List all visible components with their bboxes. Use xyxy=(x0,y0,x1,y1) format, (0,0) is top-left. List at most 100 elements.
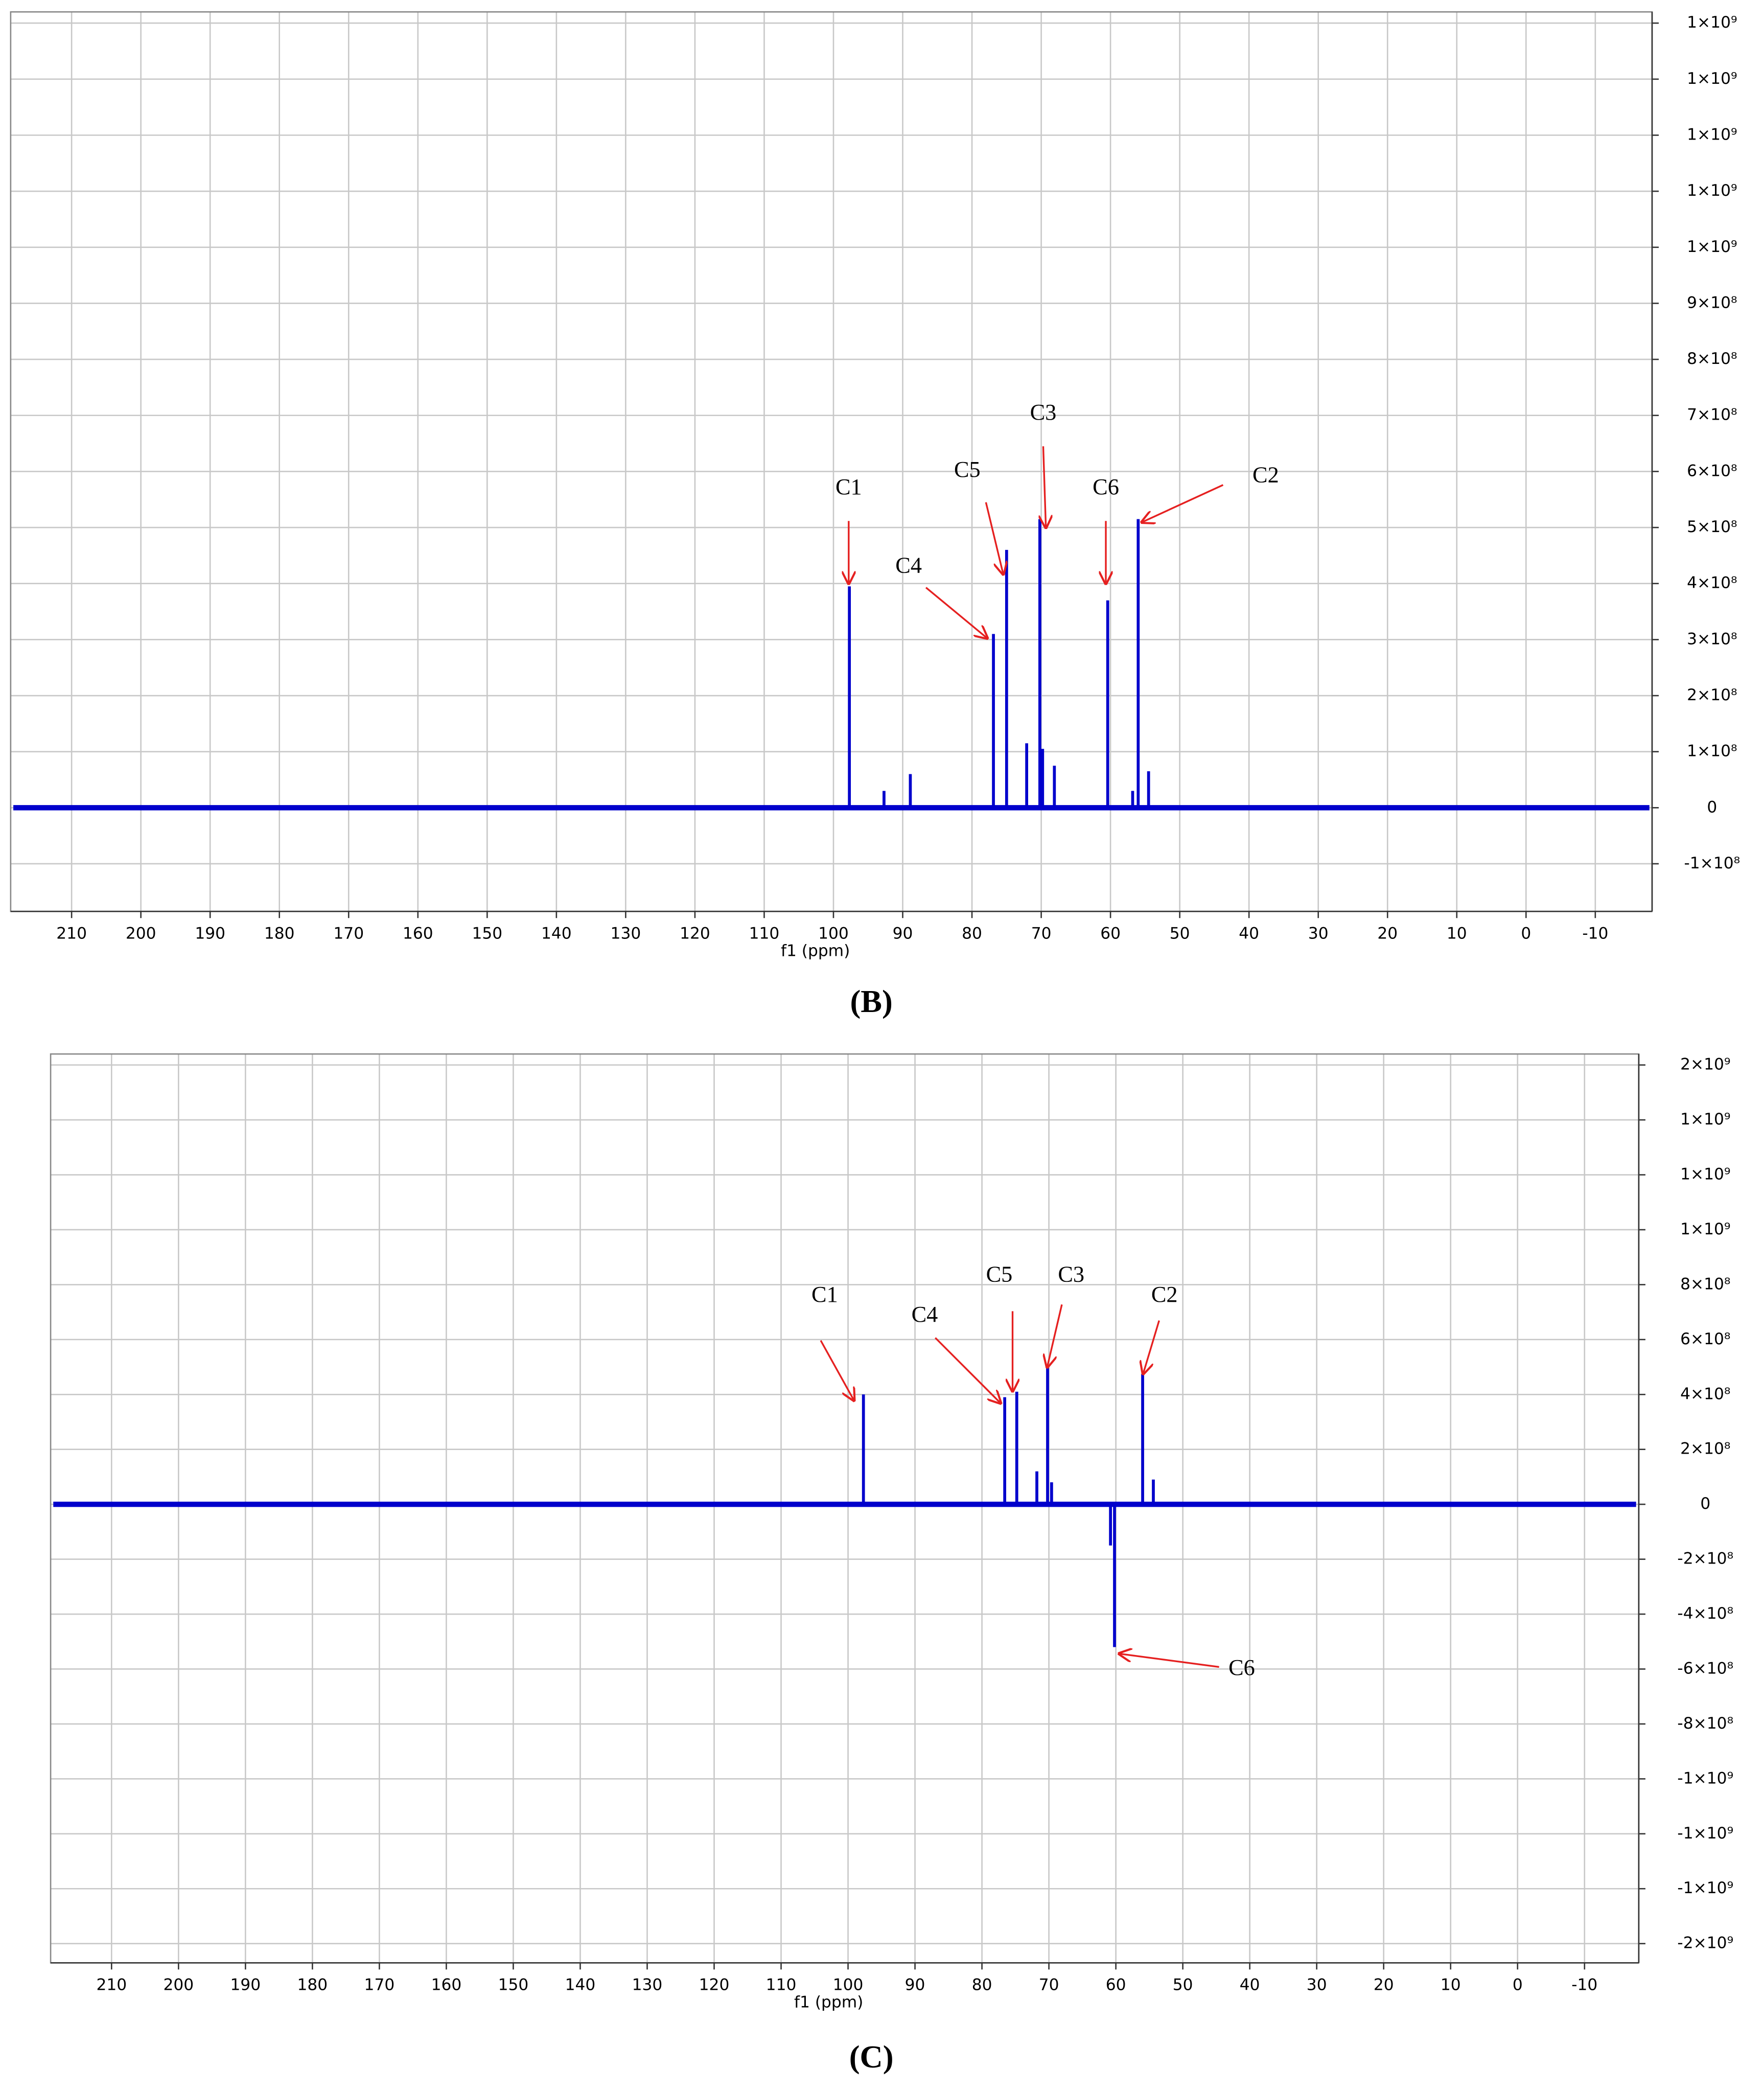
y-tick-label: 1×10⁹ xyxy=(1687,181,1737,200)
x-tick-label: 80 xyxy=(972,1976,992,1994)
x-tick-label: 130 xyxy=(611,924,641,942)
x-tick-label: 10 xyxy=(1441,1976,1461,1994)
y-tick-label: 7×10⁸ xyxy=(1687,406,1737,424)
arrow xyxy=(985,502,1003,574)
x-tick-label: 160 xyxy=(431,1976,462,1994)
y-tick-label: 4×10⁸ xyxy=(1680,1385,1730,1403)
y-tick-label: 2×10⁸ xyxy=(1687,686,1737,704)
y-tick-label: 1×10⁹ xyxy=(1680,1220,1730,1238)
x-axis-label: f1 (ppm) xyxy=(781,941,850,960)
y-tick-label: 1×10⁹ xyxy=(1680,1110,1730,1129)
x-tick-label: 30 xyxy=(1308,924,1329,942)
y-tick-label: 2×10⁸ xyxy=(1680,1440,1730,1458)
x-tick-label: 70 xyxy=(1031,924,1052,942)
y-tick-label: -8×10⁸ xyxy=(1677,1714,1733,1733)
x-tick-label: 60 xyxy=(1100,924,1121,942)
x-tick-label: 60 xyxy=(1106,1976,1126,1994)
y-tick-label: -2×10⁸ xyxy=(1677,1550,1733,1568)
x-tick-label: 0 xyxy=(1513,1976,1523,1994)
x-tick-label: 200 xyxy=(126,924,156,942)
peak-label: C1 xyxy=(811,1282,838,1307)
y-tick-label: 1×10⁸ xyxy=(1687,742,1737,761)
arrow xyxy=(1043,446,1046,527)
x-tick-label: 30 xyxy=(1307,1976,1327,1994)
y-tick-label: 2×10⁹ xyxy=(1680,1055,1730,1074)
x-tick-label: 90 xyxy=(893,924,913,942)
peak-label: C6 xyxy=(1228,1655,1255,1680)
x-tick-label: 50 xyxy=(1170,924,1190,942)
x-tick-label: -10 xyxy=(1571,1976,1597,1994)
x-tick-label: 140 xyxy=(541,924,572,942)
x-tick-label: 200 xyxy=(163,1976,194,1994)
y-tick-label: -1×10⁹ xyxy=(1677,1769,1733,1787)
annotations: C1 C4 C5 C3 C6 C2 C1 C4 C5 C3 C2 C6 xyxy=(811,400,1279,1680)
peak-label: C6 xyxy=(1093,474,1119,499)
peak-label: C3 xyxy=(1058,1262,1084,1287)
x-tick-label: 160 xyxy=(403,924,433,942)
arrow xyxy=(820,1340,854,1400)
y-tick-label: -4×10⁸ xyxy=(1677,1604,1733,1623)
peak-label: C4 xyxy=(895,553,922,578)
x-tick-label: 10 xyxy=(1447,924,1467,942)
arrow xyxy=(1047,1304,1063,1367)
peak-label: C4 xyxy=(912,1302,938,1327)
x-tick-label: 190 xyxy=(230,1976,261,1994)
x-tick-label: 100 xyxy=(818,924,849,942)
y-tick-label: -2×10⁹ xyxy=(1677,1934,1733,1952)
peak-label: C5 xyxy=(954,457,981,482)
x-tick-label: 170 xyxy=(333,924,364,942)
x-tick-label: 150 xyxy=(498,1976,529,1994)
x-tick-label: 40 xyxy=(1239,924,1259,942)
x-tick-label: 110 xyxy=(766,1976,797,1994)
peak-label: C1 xyxy=(835,474,862,499)
x-tick-label: -10 xyxy=(1582,924,1608,942)
x-tick-label: 210 xyxy=(56,924,87,942)
x-tick-label: 140 xyxy=(565,1976,596,1994)
x-tick-label: 110 xyxy=(749,924,780,942)
plot-frame xyxy=(10,11,1653,912)
x-tick-label: 170 xyxy=(364,1976,395,1994)
y-tick-label: 5×10⁸ xyxy=(1687,518,1737,536)
y-tick-label: 0 xyxy=(1700,1495,1710,1513)
x-tick-label: 210 xyxy=(96,1976,127,1994)
y-tick-label: -1×10⁸ xyxy=(1684,854,1740,872)
arrow xyxy=(1142,484,1224,522)
peak-label: C2 xyxy=(1151,1282,1178,1307)
arrow xyxy=(935,1337,1001,1403)
y-tick-label: -1×10⁹ xyxy=(1677,1824,1733,1843)
peak-label: C5 xyxy=(986,1262,1013,1287)
y-tick-label: 1×10⁹ xyxy=(1687,126,1737,144)
plot-frame xyxy=(50,1053,1640,1964)
arrow xyxy=(1143,1320,1160,1374)
y-tick-label: 1×10⁹ xyxy=(1680,1165,1730,1184)
peak-label: C2 xyxy=(1252,462,1279,487)
y-tick-label: 8×10⁸ xyxy=(1687,350,1737,368)
y-tick-label: 6×10⁸ xyxy=(1680,1330,1730,1348)
arrow xyxy=(1119,1653,1219,1668)
x-tick-label: 130 xyxy=(632,1976,663,1994)
y-tick-label: 0 xyxy=(1707,798,1717,816)
x-tick-label: 80 xyxy=(962,924,982,942)
x-tick-label: 190 xyxy=(195,924,225,942)
y-tick-label: 9×10⁸ xyxy=(1687,293,1737,312)
y-tick-label: 1×10⁹ xyxy=(1687,70,1737,88)
x-axis-label: f1 (ppm) xyxy=(794,1993,863,2012)
y-tick-label: -1×10⁹ xyxy=(1677,1879,1733,1897)
x-tick-label: 120 xyxy=(680,924,710,942)
y-tick-label: 1×10⁹ xyxy=(1687,238,1737,256)
x-tick-label: 0 xyxy=(1521,924,1531,942)
arrow xyxy=(925,587,987,638)
y-tick-label: 8×10⁸ xyxy=(1680,1275,1730,1293)
y-tick-label: -6×10⁸ xyxy=(1677,1659,1733,1677)
x-tick-label: 120 xyxy=(699,1976,730,1994)
x-tick-label: 180 xyxy=(297,1976,328,1994)
chart: 210 200 190 180 170 160 150 140 130 120 110 100 90 80… xyxy=(10,11,1740,1019)
y-tick-label: 3×10⁸ xyxy=(1687,630,1737,648)
x-tick-label: 70 xyxy=(1039,1976,1059,1994)
x-tick-label: 100 xyxy=(833,1976,864,1994)
x-tick-label: 50 xyxy=(1173,1976,1193,1994)
y-tick-label: 6×10⁸ xyxy=(1687,462,1737,480)
x-tick-label: 20 xyxy=(1374,1976,1394,1994)
x-tick-label: 40 xyxy=(1240,1976,1260,1994)
